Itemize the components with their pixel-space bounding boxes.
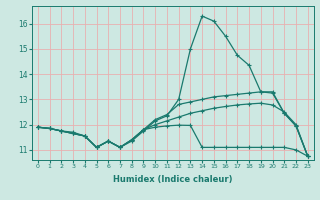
X-axis label: Humidex (Indice chaleur): Humidex (Indice chaleur)	[113, 175, 233, 184]
